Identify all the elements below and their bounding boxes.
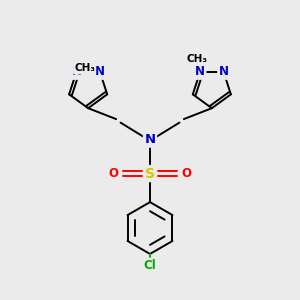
Text: Cl: Cl xyxy=(144,259,156,272)
Text: N: N xyxy=(219,65,229,79)
Text: CH₃: CH₃ xyxy=(74,63,95,74)
Text: S: S xyxy=(145,167,155,181)
Text: N: N xyxy=(195,65,205,79)
Text: N: N xyxy=(71,65,81,79)
Text: O: O xyxy=(182,167,192,180)
Text: CH₃: CH₃ xyxy=(187,54,208,64)
Text: N: N xyxy=(144,133,156,146)
Text: O: O xyxy=(108,167,118,180)
Text: N: N xyxy=(95,65,105,79)
